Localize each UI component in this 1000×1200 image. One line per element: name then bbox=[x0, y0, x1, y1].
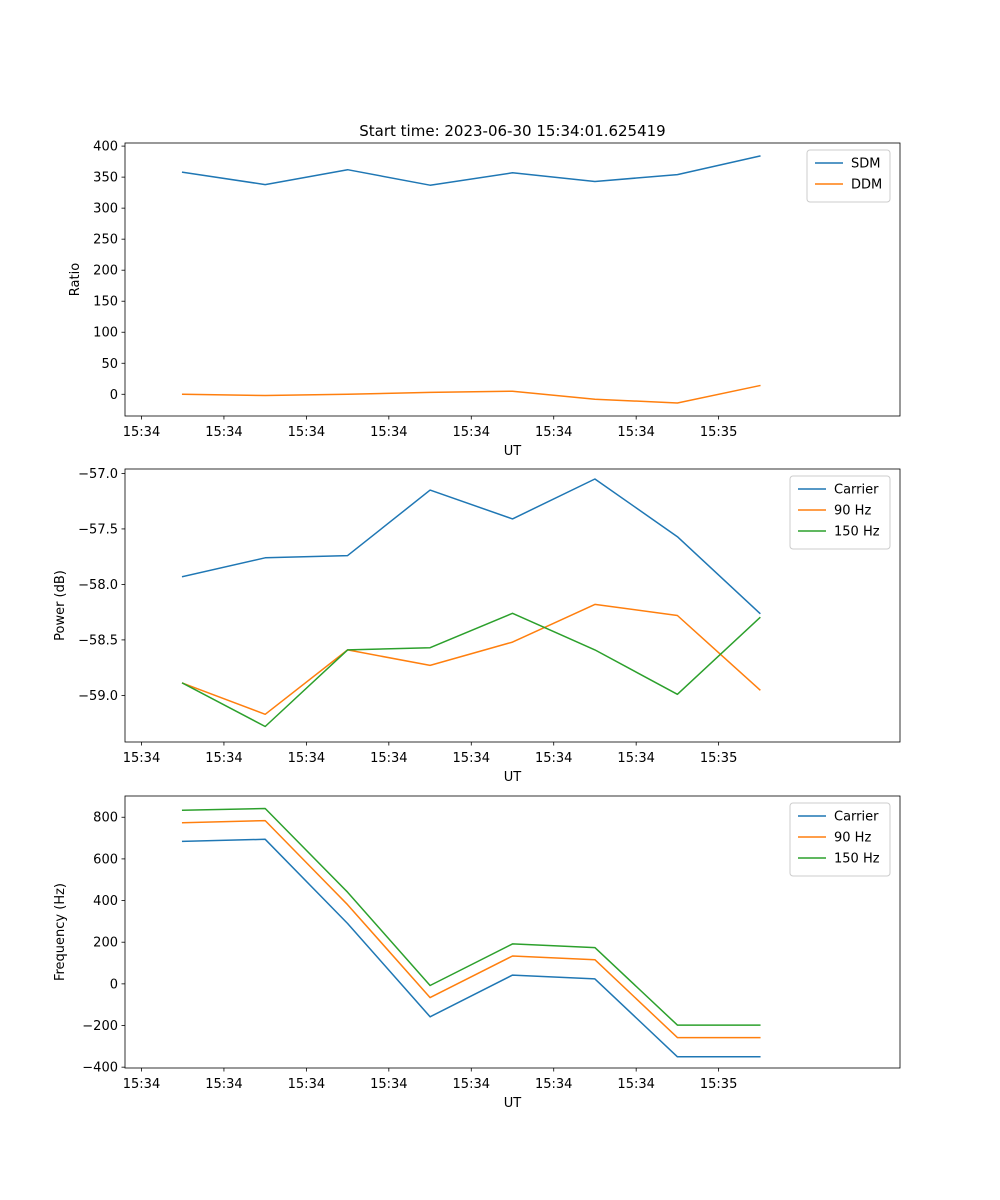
power-x-tick-label: 15:34 bbox=[288, 751, 325, 766]
power-y-tick-label: −58.5 bbox=[78, 633, 118, 648]
frequency-x-tick-label: 15:34 bbox=[453, 1077, 490, 1092]
frequency-y-tick-label: 800 bbox=[93, 811, 118, 826]
frequency-legend-label-90-hz: 90 Hz bbox=[834, 831, 871, 846]
frequency-legend-label-150-hz: 150 Hz bbox=[834, 852, 880, 867]
ratio-y-tick-label: 350 bbox=[93, 171, 118, 186]
power-x-tick-label: 15:34 bbox=[370, 751, 407, 766]
ratio-x-tick-label: 15:34 bbox=[123, 425, 160, 440]
ratio-legend: SDM DDM bbox=[806, 149, 891, 203]
power-axes-frame bbox=[124, 468, 901, 743]
frequency-series-150-hz-line bbox=[181, 807, 761, 1026]
subplot-frequency: 15:34 15:34 15:34 15:34 15:34 15:34 15:34 15:35… bbox=[53, 795, 901, 1111]
ratio-x-tick-label: 15:34 bbox=[288, 425, 325, 440]
ratio-y-tick-label: 250 bbox=[93, 233, 118, 248]
ratio-y-tick-label: 50 bbox=[101, 357, 118, 372]
power-legend-label-90-hz: 90 Hz bbox=[834, 504, 871, 519]
power-x-tick-label: 15:34 bbox=[205, 751, 242, 766]
ratio-y-tick-label: 150 bbox=[93, 295, 118, 310]
power-x-tick-label: 15:34 bbox=[123, 751, 160, 766]
ratio-y-tick-label: 100 bbox=[93, 326, 118, 341]
frequency-y-tick-label: 400 bbox=[93, 894, 118, 909]
frequency-axes-frame bbox=[124, 795, 901, 1069]
ratio-series-ddm-line bbox=[181, 384, 761, 404]
frequency-x-tick-label: 15:35 bbox=[700, 1077, 737, 1092]
ratio-x-tick-label: 15:34 bbox=[535, 425, 572, 440]
frequency-x-axis-label: UT bbox=[504, 1096, 522, 1111]
frequency-x-tick-label: 15:34 bbox=[288, 1077, 325, 1092]
ratio-x-tick-label: 15:34 bbox=[453, 425, 490, 440]
ratio-y-tick-label: 0 bbox=[110, 388, 118, 403]
ratio-x-tick-label: 15:34 bbox=[617, 425, 654, 440]
frequency-legend-label-carrier: Carrier bbox=[834, 810, 879, 825]
ratio-y-tick-label: 200 bbox=[93, 264, 118, 279]
ratio-legend-label-ddm: DDM bbox=[851, 178, 882, 193]
subplot-power: 15:34 15:34 15:34 15:34 15:34 15:34 15:34 15:35… bbox=[53, 467, 901, 785]
frequency-y-axis-label: Frequency (Hz) bbox=[53, 883, 68, 981]
power-y-tick-label: −57.5 bbox=[78, 522, 118, 537]
frequency-x-tick-label: 15:34 bbox=[123, 1077, 160, 1092]
power-y-axis-label: Power (dB) bbox=[53, 570, 68, 641]
power-y-tick-label: −59.0 bbox=[78, 689, 118, 704]
ratio-legend-label-sdm: SDM bbox=[851, 157, 880, 172]
ratio-y-tick-label: 300 bbox=[93, 202, 118, 217]
ratio-x-tick-label: 15:34 bbox=[205, 425, 242, 440]
power-x-tick-label: 15:35 bbox=[700, 751, 737, 766]
suptitle: Start time: 2023-06-30 15:34:01.625419 bbox=[359, 122, 665, 140]
power-legend: Carrier 90 Hz 150 Hz bbox=[789, 475, 891, 550]
frequency-y-tick-label: −200 bbox=[82, 1019, 118, 1034]
power-series-150-hz-line bbox=[181, 612, 761, 728]
ratio-x-axis-label: UT bbox=[504, 444, 522, 459]
ratio-x-tick-label: 15:35 bbox=[700, 425, 737, 440]
power-x-tick-label: 15:34 bbox=[535, 751, 572, 766]
ratio-series-sdm-line bbox=[181, 155, 761, 186]
frequency-y-tick-label: 200 bbox=[93, 936, 118, 951]
frequency-x-tick-label: 15:34 bbox=[535, 1077, 572, 1092]
subplot-ratio: 15:34 15:34 15:34 15:34 15:34 15:34 15:34 15:35… bbox=[68, 140, 901, 459]
power-x-axis-label: UT bbox=[504, 770, 522, 785]
ratio-y-axis-label: Ratio bbox=[68, 263, 83, 296]
power-series-90-hz-line bbox=[181, 603, 761, 716]
frequency-x-tick-label: 15:34 bbox=[617, 1077, 654, 1092]
ratio-axes-frame bbox=[124, 142, 901, 417]
power-y-tick-label: −58.0 bbox=[78, 578, 118, 593]
frequency-y-tick-label: 600 bbox=[93, 852, 118, 867]
power-legend-label-150-hz: 150 Hz bbox=[834, 525, 880, 540]
power-x-tick-label: 15:34 bbox=[453, 751, 490, 766]
frequency-legend: Carrier 90 Hz 150 Hz bbox=[789, 802, 891, 877]
power-series-carrier-line bbox=[181, 478, 761, 615]
frequency-series-carrier-line bbox=[181, 838, 761, 1058]
ratio-x-tick-label: 15:34 bbox=[370, 425, 407, 440]
frequency-series-90-hz-line bbox=[181, 819, 761, 1039]
power-x-tick-label: 15:34 bbox=[617, 751, 654, 766]
power-y-tick-label: −57.0 bbox=[78, 467, 118, 482]
power-legend-label-carrier: Carrier bbox=[834, 483, 879, 498]
frequency-y-tick-label: 0 bbox=[110, 977, 118, 992]
frequency-y-tick-label: −400 bbox=[82, 1061, 118, 1076]
frequency-x-tick-label: 15:34 bbox=[205, 1077, 242, 1092]
ratio-y-tick-label: 400 bbox=[93, 140, 118, 155]
frequency-x-tick-label: 15:34 bbox=[370, 1077, 407, 1092]
